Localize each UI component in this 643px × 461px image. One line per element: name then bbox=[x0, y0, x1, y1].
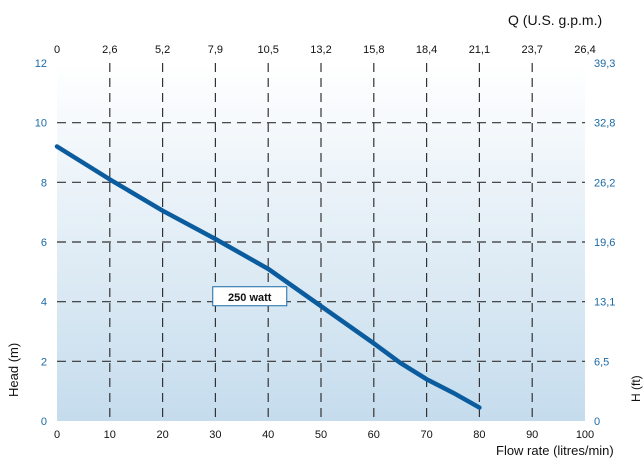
top-tick-label: 0 bbox=[54, 44, 60, 56]
y-tick-label: 0 bbox=[41, 416, 47, 428]
top-tick-label: 21,1 bbox=[469, 44, 490, 56]
x-tick-label: 60 bbox=[368, 429, 380, 441]
series-label: 250 watt bbox=[228, 292, 272, 304]
top-tick-label: 23,7 bbox=[521, 44, 542, 56]
x-tick-label: 10 bbox=[104, 429, 116, 441]
x-tick-label: 100 bbox=[576, 429, 594, 441]
y-tick-label: 4 bbox=[41, 297, 47, 309]
right-axis-label: H (ft) bbox=[629, 375, 643, 402]
top-axis-label: Q (U.S. g.p.m.) bbox=[508, 12, 602, 28]
x-tick-label: 90 bbox=[526, 429, 538, 441]
y-tick-label: 10 bbox=[35, 118, 47, 130]
right-tick-label: 0 bbox=[594, 416, 600, 428]
top-tick-label: 15,8 bbox=[363, 44, 384, 56]
x-tick-label: 80 bbox=[473, 429, 485, 441]
top-tick-label: 7,9 bbox=[208, 44, 223, 56]
right-tick-label: 13,1 bbox=[594, 297, 615, 309]
top-tick-label: 26,4 bbox=[574, 44, 595, 56]
x-tick-label: 40 bbox=[262, 429, 274, 441]
y-axis-label: Head (m) bbox=[6, 343, 21, 397]
x-axis-label: Flow rate (litres/min) bbox=[496, 443, 614, 458]
right-tick-label: 32,8 bbox=[594, 118, 615, 130]
right-tick-label: 6,5 bbox=[594, 356, 609, 368]
right-tick-label: 19,6 bbox=[594, 237, 615, 249]
x-tick-label: 30 bbox=[209, 429, 221, 441]
x-tick-label: 50 bbox=[315, 429, 327, 441]
right-tick-label: 26,2 bbox=[594, 177, 615, 189]
x-tick-label: 0 bbox=[54, 429, 60, 441]
top-tick-label: 10,5 bbox=[257, 44, 278, 56]
y-tick-label: 8 bbox=[41, 177, 47, 189]
y-tick-label: 12 bbox=[35, 58, 47, 70]
right-tick-label: 39,3 bbox=[594, 58, 615, 70]
top-tick-label: 2,6 bbox=[102, 44, 117, 56]
y-tick-label: 2 bbox=[41, 356, 47, 368]
top-tick-label: 13,2 bbox=[310, 44, 331, 56]
y-tick-label: 6 bbox=[41, 237, 47, 249]
x-tick-label: 20 bbox=[156, 429, 168, 441]
top-tick-label: 18,4 bbox=[416, 44, 437, 56]
x-tick-label: 70 bbox=[420, 429, 432, 441]
top-tick-label: 5,2 bbox=[155, 44, 170, 56]
